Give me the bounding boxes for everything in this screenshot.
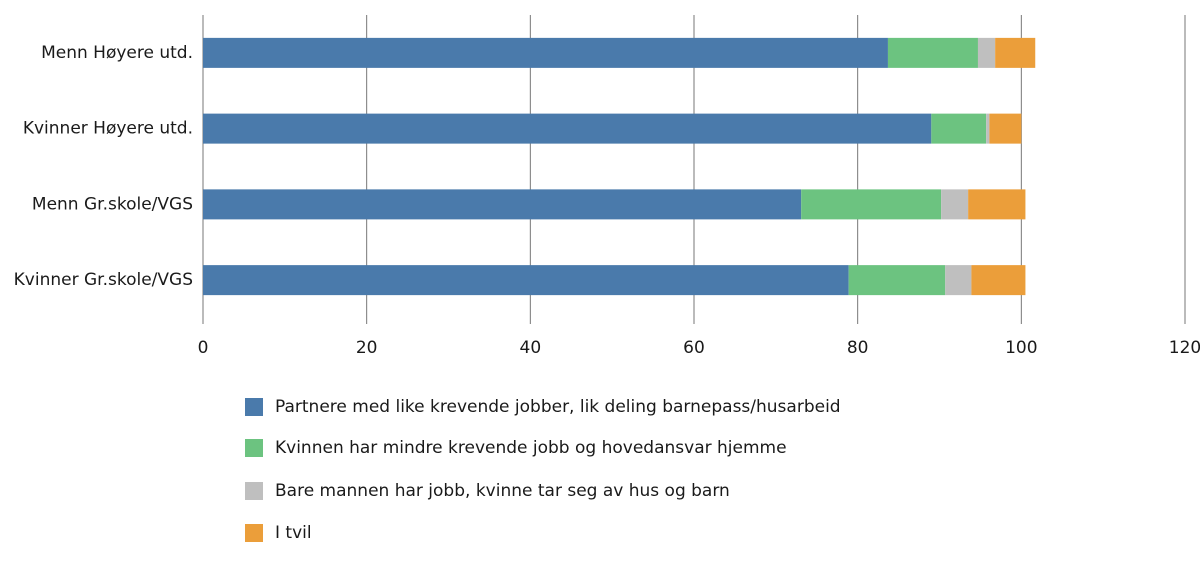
legend-label: Kvinnen har mindre krevende jobb og hove… — [275, 438, 787, 458]
bar-segment — [989, 113, 1022, 144]
bar-segment — [995, 37, 1036, 68]
legend-label: Partnere med like krevende jobber, lik d… — [275, 397, 841, 417]
legend-swatch — [245, 524, 263, 542]
bar-segment — [971, 265, 1026, 296]
bar-segment — [848, 265, 946, 296]
bar-segment — [941, 189, 969, 220]
y-tick-label: Kvinner Høyere utd. — [23, 119, 193, 139]
legend-swatch — [245, 482, 263, 500]
y-tick-label: Menn Gr.skole/VGS — [32, 194, 193, 214]
legend-label: Bare mannen har jobb, kvinne tar seg av … — [275, 481, 730, 501]
bar-segment — [801, 189, 942, 220]
x-tick-label: 60 — [683, 338, 705, 358]
bar-segment — [887, 37, 978, 68]
bar-segment — [931, 113, 987, 144]
bar-segment — [203, 113, 932, 144]
bar-segment — [977, 37, 996, 68]
x-tick-label: 0 — [198, 338, 209, 358]
x-tick-label: 100 — [1005, 338, 1037, 358]
x-tick-label: 80 — [847, 338, 869, 358]
bar-segment — [203, 189, 802, 220]
x-tick-label: 120 — [1169, 338, 1200, 358]
bar-segment — [945, 265, 972, 296]
bar-segment — [968, 189, 1026, 220]
x-tick-label: 40 — [520, 338, 542, 358]
y-tick-label: Menn Høyere utd. — [41, 43, 193, 63]
legend-swatch — [245, 398, 263, 416]
x-tick-label: 20 — [356, 338, 378, 358]
bar-segment — [986, 113, 990, 144]
legend-label: I tvil — [275, 523, 312, 543]
bar-segment — [203, 37, 888, 68]
y-tick-label: Kvinner Gr.skole/VGS — [14, 270, 193, 290]
bar-segment — [203, 265, 849, 296]
legend-swatch — [245, 439, 263, 457]
